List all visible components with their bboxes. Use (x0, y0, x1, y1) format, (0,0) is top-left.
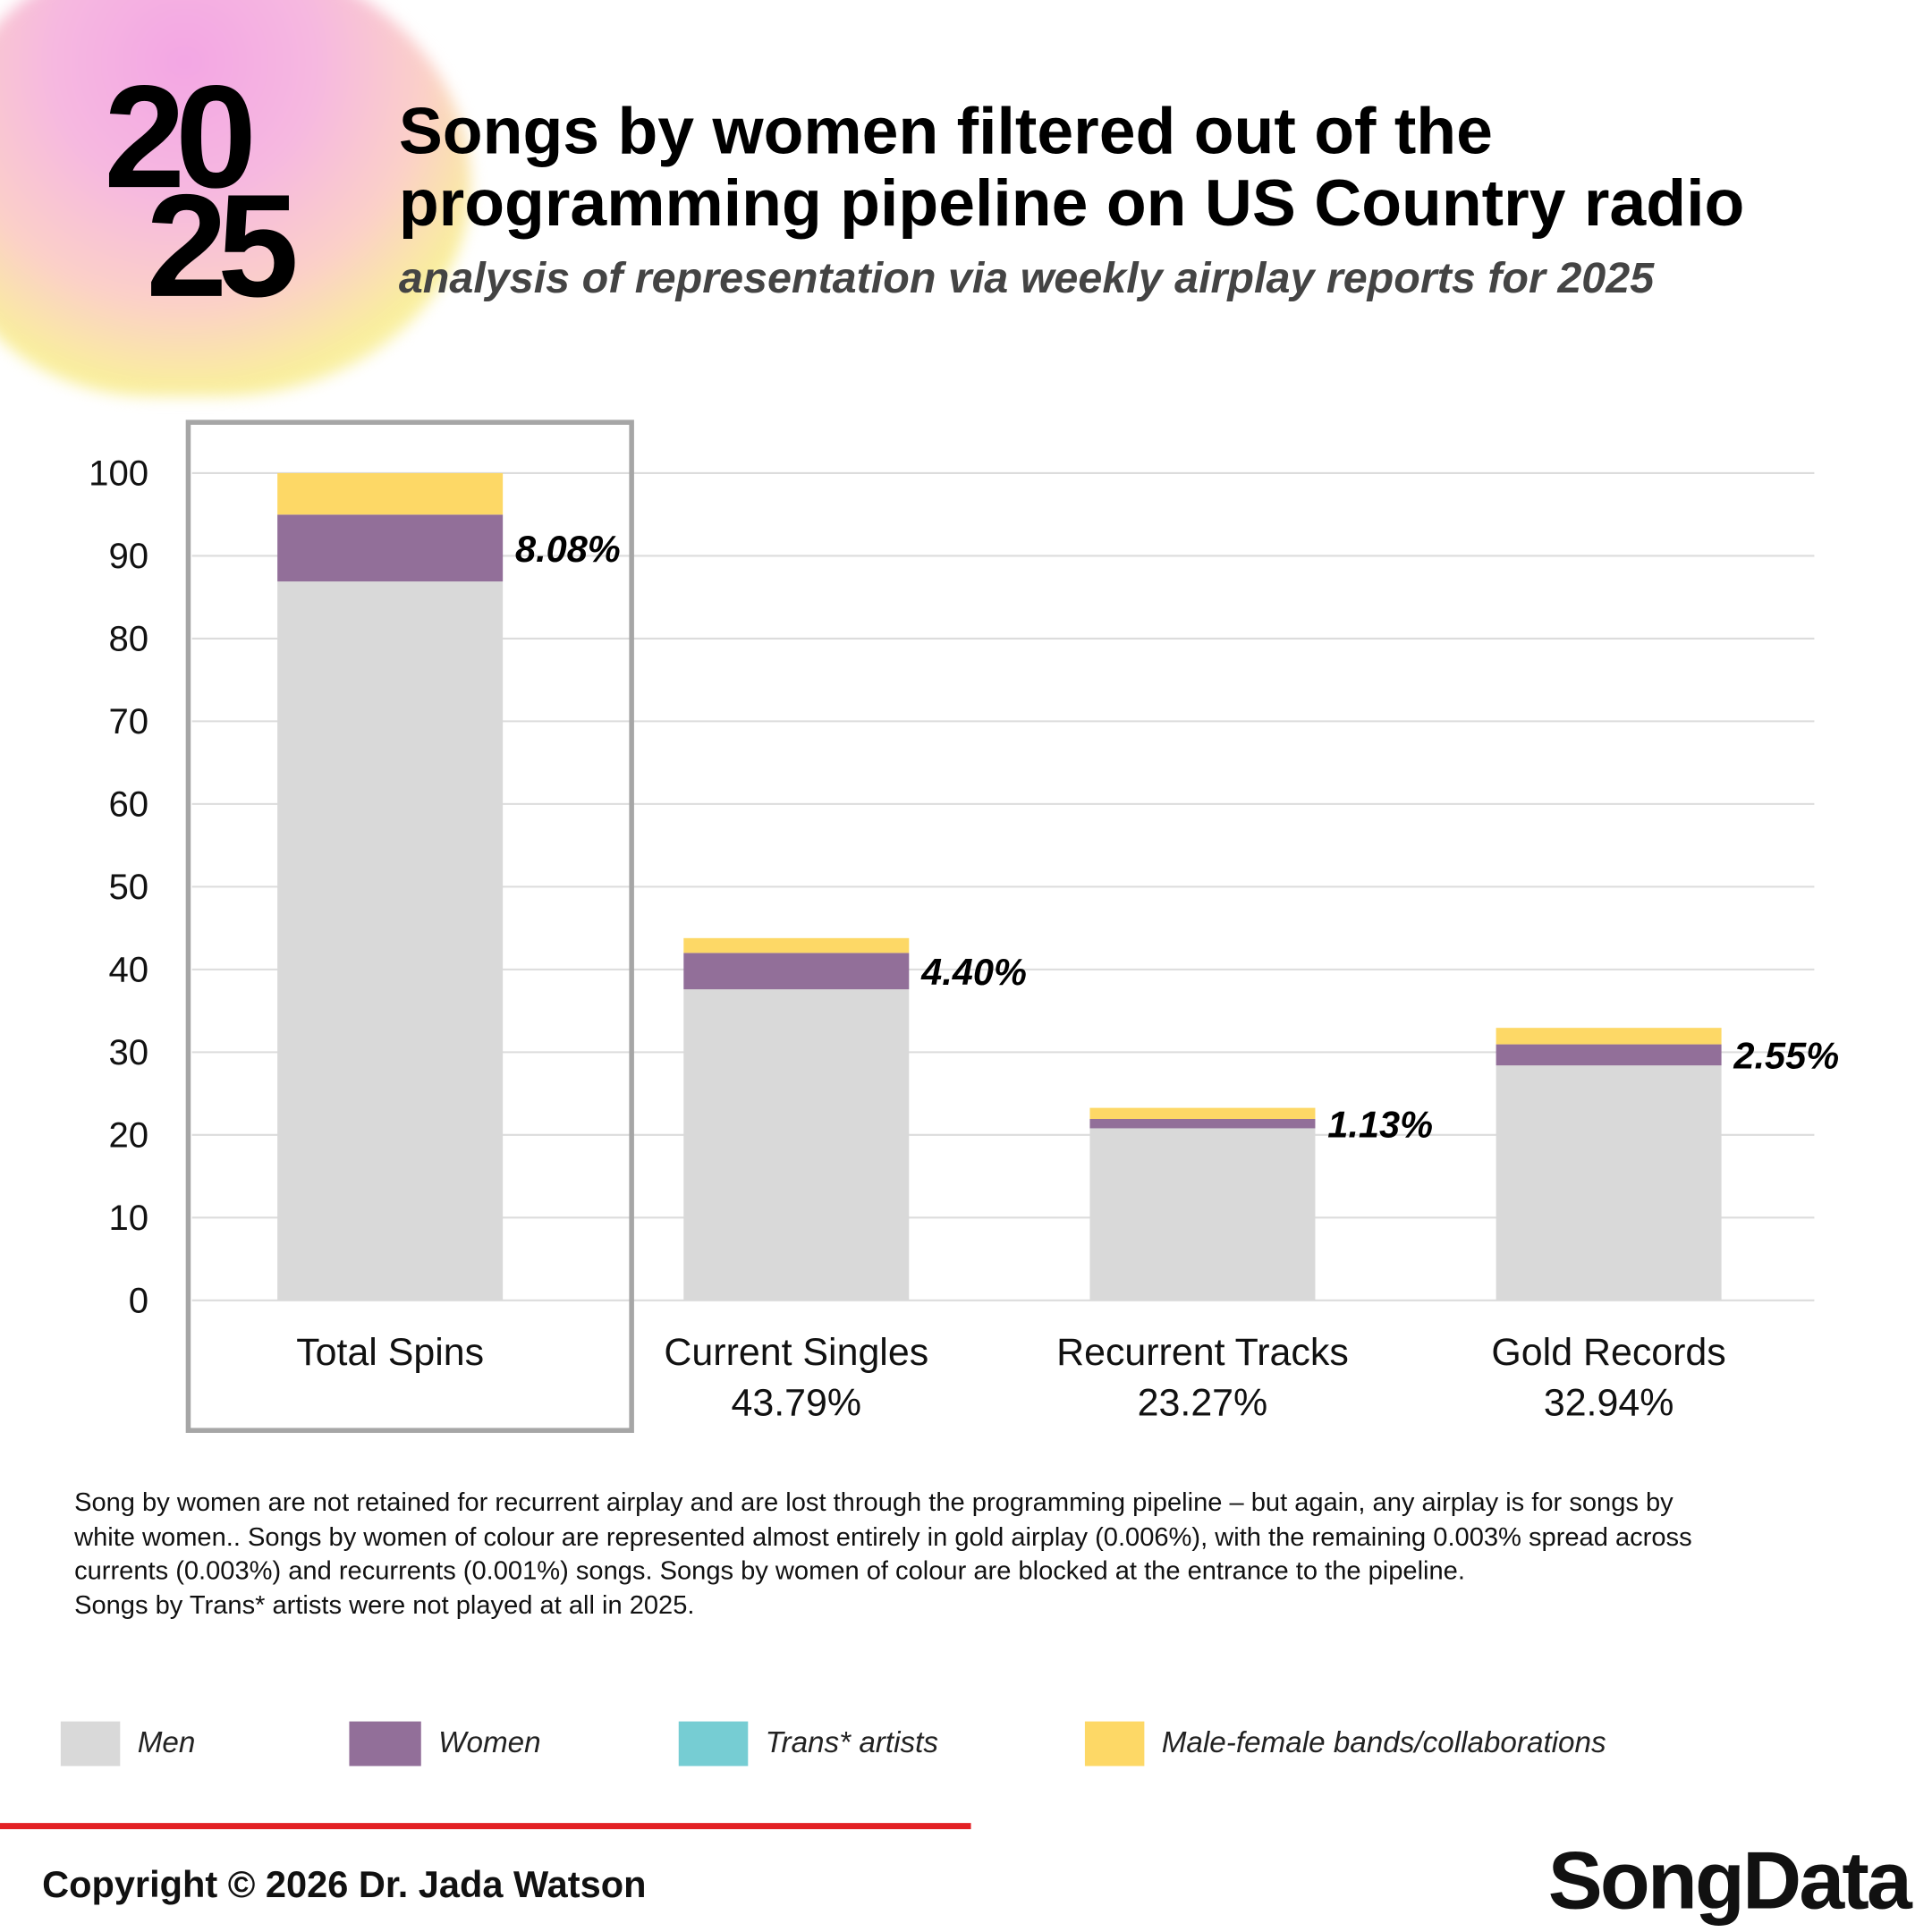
title-line-1: Songs by women filtered out of the (398, 95, 1493, 169)
bar-segment-women (277, 514, 504, 582)
x-category-label: Recurrent Tracks (1056, 1331, 1349, 1374)
legend-swatch (678, 1721, 749, 1767)
women-share-label: 1.13% (1327, 1103, 1433, 1145)
legend-swatch (349, 1721, 421, 1767)
y-tick-label: 100 (89, 453, 148, 494)
subtitle: analysis of representation via weekly ai… (398, 253, 1655, 302)
bar-segment-men (277, 581, 504, 1301)
women-share-label: 4.40% (920, 951, 1027, 993)
y-tick-label: 30 (108, 1032, 148, 1072)
bar-segment-men (683, 989, 910, 1301)
divider-line (0, 1823, 971, 1830)
bar-segment-women (683, 953, 910, 990)
x-category-label: Gold Records (1491, 1331, 1725, 1374)
x-category-sublabel: 23.27% (1138, 1382, 1268, 1425)
y-tick-label: 10 (108, 1198, 148, 1238)
year-bottom: 25 (146, 165, 299, 328)
legend-label: Male-female bands/collaborations (1161, 1726, 1606, 1760)
bar-segment-male-female-bands-collaborations (277, 472, 504, 515)
y-tick-label: 70 (108, 701, 148, 741)
legend-item-collab: Male-female bands/collaborations (1084, 1721, 1606, 1767)
y-tick-label: 90 (108, 536, 148, 576)
page-title: Songs by women filtered out of the progr… (398, 95, 1745, 241)
decorative-blob (0, 0, 471, 397)
x-category-sublabel: 32.94% (1544, 1382, 1674, 1425)
legend-label: Women (438, 1726, 541, 1760)
legend-swatch (1084, 1721, 1145, 1767)
y-tick-label: 50 (108, 867, 148, 907)
bar-segment-male-female-bands-collaborations (683, 937, 910, 953)
x-category-sublabel: 43.79% (732, 1382, 862, 1425)
stacked-bar-chart: 0 10 20 30 40 50 60 70 80 90 100 8.08% Total Spins 4.… (89, 419, 1839, 1433)
copyright: Copyright © 2026 Dr. Jada Watson (42, 1865, 647, 1906)
year-top: 20 (104, 55, 257, 220)
highlight-box (185, 419, 634, 1433)
bar-segment-women (1089, 1118, 1316, 1129)
title-line-2: programming pipeline on US Country radio (398, 166, 1745, 241)
legend-label: Trans* artists (765, 1726, 938, 1760)
legend-label: Men (137, 1726, 196, 1760)
women-share-label: 8.08% (515, 528, 621, 570)
legend-item-men: Men (60, 1721, 196, 1767)
y-tick-label: 0 (129, 1281, 148, 1321)
x-category-label: Total Spins (296, 1331, 484, 1374)
x-category-label: Current Singles (664, 1331, 928, 1374)
y-tick-label: 40 (108, 950, 148, 990)
note-paragraph: Songs by Trans* artists were not played … (74, 1590, 695, 1620)
chart-note: Song by women are not retained for recur… (74, 1487, 1733, 1623)
bar-segment-men (1496, 1065, 1722, 1301)
bar-segment-male-female-bands-collaborations (1496, 1028, 1722, 1045)
y-tick-label: 80 (108, 619, 148, 659)
legend-item-trans: Trans* artists (678, 1721, 938, 1767)
y-tick-label: 20 (108, 1115, 148, 1156)
bar-segment-women (1496, 1044, 1722, 1066)
y-tick-label: 60 (108, 784, 148, 825)
songdata-logo: SongData (1547, 1834, 1912, 1927)
note-paragraph: Song by women are not retained for recur… (74, 1488, 1692, 1586)
legend-item-women: Women (349, 1721, 541, 1767)
bar-segment-men (1089, 1128, 1316, 1301)
legend-swatch (60, 1721, 121, 1767)
women-share-label: 2.55% (1733, 1035, 1839, 1077)
bar-segment-male-female-bands-collaborations (1089, 1107, 1316, 1119)
